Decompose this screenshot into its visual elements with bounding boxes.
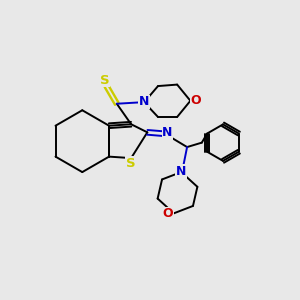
- Text: N: N: [162, 126, 172, 139]
- Text: O: O: [190, 94, 201, 107]
- Text: S: S: [100, 74, 110, 87]
- Text: O: O: [163, 207, 173, 220]
- Text: N: N: [139, 95, 149, 108]
- Text: N: N: [176, 165, 186, 178]
- Text: S: S: [126, 157, 135, 170]
